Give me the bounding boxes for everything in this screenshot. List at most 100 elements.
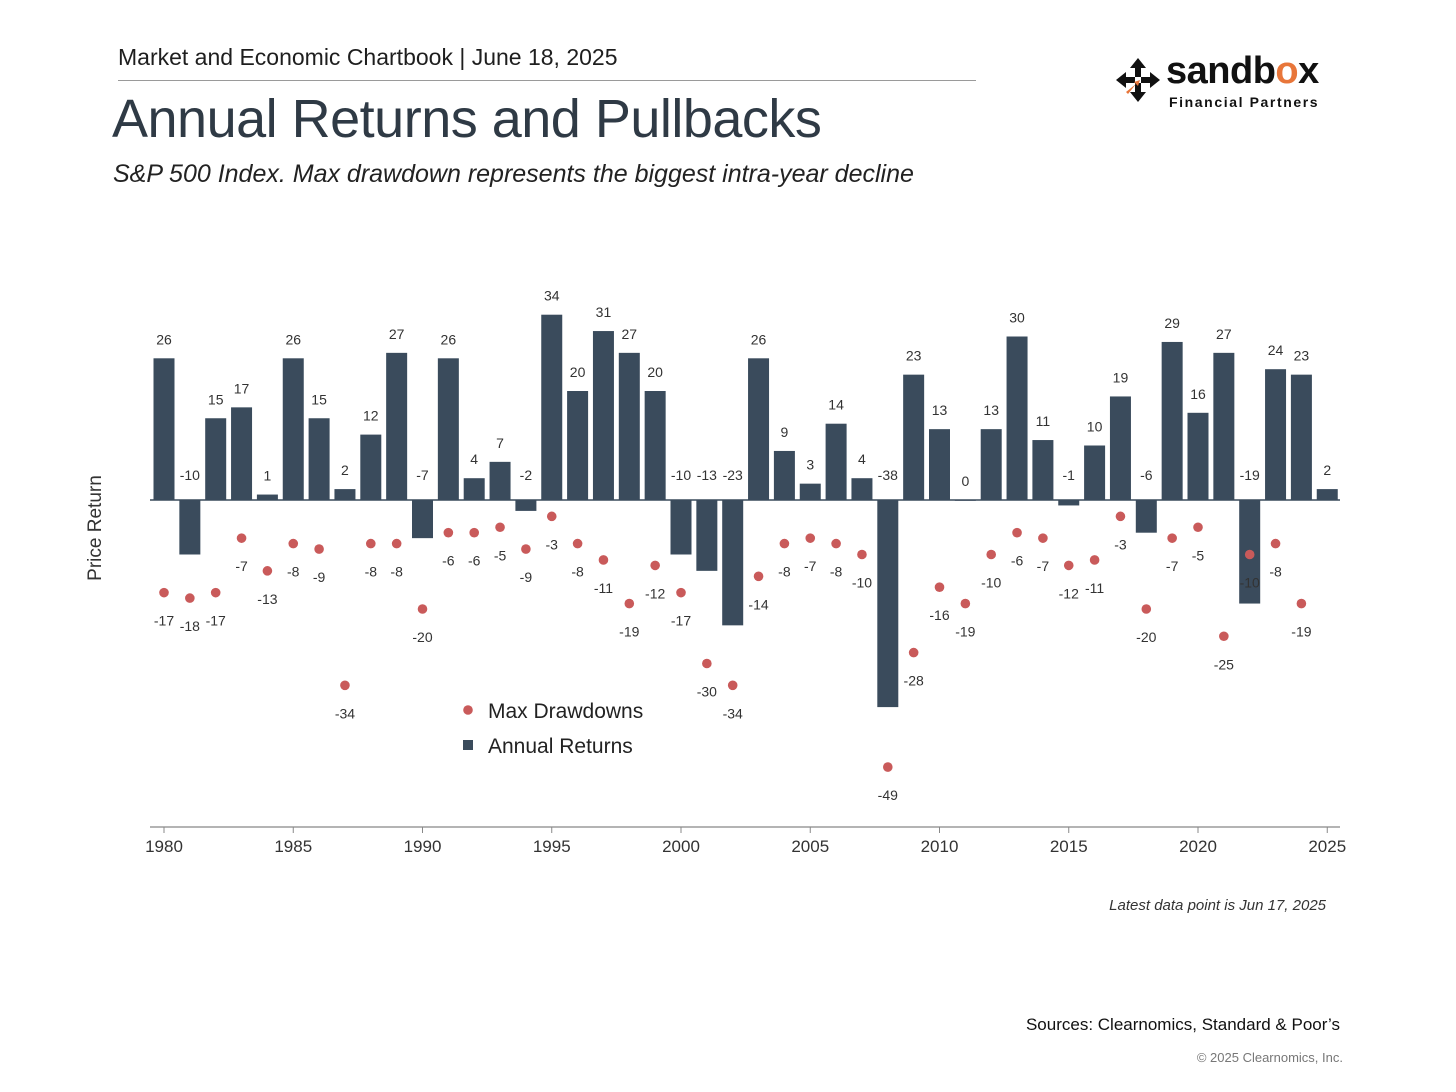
drawdown-label-1982: -17: [206, 613, 226, 629]
drawdown-point-1990: [417, 604, 428, 614]
drawdown-point-1999: [650, 560, 660, 571]
drawdown-point-2005: [805, 533, 816, 543]
drawdown-label-1999: -12: [645, 585, 665, 601]
bar-label-1988: 12: [363, 408, 379, 424]
bar-2017: [1109, 396, 1131, 500]
bar-label-2022: -19: [1240, 467, 1260, 483]
x-tick-label-2025: 2025: [1308, 837, 1346, 856]
drawdown-label-2005: -7: [804, 558, 817, 574]
drawdown-point-2014: [1038, 533, 1048, 543]
drawdown-point-1981: [185, 593, 195, 603]
drawdown-point-2019: [1167, 533, 1177, 543]
drawdown-point-1983: [236, 533, 247, 543]
bar-label-2015: -1: [1063, 467, 1076, 483]
drawdown-label-2022: -10: [1240, 575, 1260, 591]
drawdown-label-1986: -9: [313, 569, 326, 585]
dots-layer: -17 -18 -17 -7 -13 -8 -9 -34 -8 -8 -20 -6 -6 -5 -9 -3 -8…: [154, 511, 1312, 803]
bar-label-2020: 16: [1190, 386, 1206, 402]
bar-label-2003: 26: [751, 331, 767, 347]
drawdown-point-2011: [960, 598, 971, 609]
bar-2003: [748, 358, 770, 500]
drawdown-label-2020: -5: [1192, 547, 1205, 563]
drawdown-point-2001: [702, 658, 712, 669]
drawdown-label-2001: -30: [697, 684, 717, 700]
bar-2023: [1265, 369, 1287, 500]
bar-label-1981: -10: [180, 467, 200, 483]
brand-tagline: Financial Partners: [1169, 94, 1320, 110]
bar-label-2016: 10: [1087, 419, 1103, 435]
drawdown-label-1998: -19: [619, 624, 639, 640]
bar-2021: [1213, 352, 1235, 500]
bar-2011: [954, 500, 976, 501]
drawdown-point-2016: [1089, 555, 1100, 565]
bar-label-1980: 26: [156, 331, 172, 347]
bar-label-1989: 27: [389, 326, 405, 342]
bar-1981: [179, 500, 201, 555]
bar-2004: [773, 450, 795, 500]
legend: Max Drawdowns Annual Returns: [463, 700, 643, 758]
drawdown-label-2016: -11: [1085, 580, 1104, 596]
bar-2001: [696, 500, 718, 571]
bar-label-2008: -38: [878, 467, 898, 483]
bar-label-2005: 3: [806, 457, 814, 473]
bar-label-1990: -7: [416, 467, 429, 483]
drawdown-point-2022: [1244, 549, 1255, 560]
drawdown-point-1995: [546, 511, 557, 522]
bar-2019: [1161, 341, 1183, 500]
drawdown-point-2020: [1193, 522, 1203, 533]
drawdown-label-2017: -3: [1114, 536, 1127, 552]
bar-1984: [256, 494, 278, 500]
bar-2016: [1084, 445, 1106, 500]
bar-2005: [799, 483, 821, 500]
drawdown-point-2021: [1219, 631, 1229, 642]
drawdown-label-2023: -8: [1269, 564, 1282, 580]
x-tick-label-1995: 1995: [533, 837, 571, 856]
sources-note: Sources: Clearnomics, Standard & Poor’s: [1025, 1015, 1340, 1034]
drawdown-point-2007: [857, 549, 867, 560]
bar-label-2001: -13: [697, 467, 717, 483]
drawdown-label-2014: -7: [1037, 558, 1050, 574]
y-axis-label: Price Return: [85, 475, 106, 581]
drawdown-label-1993: -5: [494, 547, 507, 563]
header-divider: [118, 80, 976, 81]
drawdown-point-1994: [521, 544, 531, 554]
drawdown-label-2002: -34: [723, 705, 743, 721]
bar-1980: [153, 358, 175, 500]
bar-label-1991: 26: [441, 331, 457, 347]
drawdown-label-1997: -11: [594, 580, 613, 596]
drawdown-point-1992: [469, 527, 480, 538]
bar-1988: [360, 434, 382, 500]
legend-item-dot: Max Drawdowns: [463, 700, 643, 723]
x-tick-label-1990: 1990: [404, 837, 442, 856]
drawdown-label-2009: -28: [904, 673, 924, 689]
drawdown-point-2017: [1115, 511, 1126, 522]
drawdown-point-1996: [572, 538, 583, 549]
bar-1985: [282, 358, 304, 500]
drawdown-label-1987: -34: [335, 705, 355, 721]
x-axis: 1980 1985 1990 1995 2000 2005 2010 2015 2020 2025: [145, 826, 1346, 856]
bar-label-2006: 14: [828, 397, 844, 413]
drawdown-point-1986: [314, 544, 324, 554]
drawdown-label-1988: -8: [365, 564, 378, 580]
drawdown-point-1998: [624, 598, 635, 609]
drawdown-label-2018: -20: [1136, 629, 1156, 645]
bars-layer: 26-1015171261521227-72647-23420312720-10…: [150, 288, 1340, 708]
drawdown-label-2010: -16: [929, 607, 949, 623]
bar-2002: [722, 500, 744, 626]
legend-square-icon: [463, 740, 473, 750]
drawdown-label-1994: -9: [520, 569, 533, 585]
bar-label-2014: 11: [1036, 413, 1051, 429]
drawdown-point-2003: [753, 571, 764, 582]
x-tick-label-2015: 2015: [1050, 837, 1088, 856]
bar-label-2013: 30: [1009, 310, 1025, 326]
bar-label-1999: 20: [647, 364, 663, 380]
bar-label-1983: 17: [234, 380, 250, 396]
bar-label-1987: 2: [341, 462, 349, 478]
drawdown-point-1987: [340, 680, 350, 691]
drawdown-label-2003: -14: [748, 596, 768, 612]
bar-2020: [1187, 412, 1209, 500]
drawdown-label-1983: -7: [235, 558, 248, 574]
bar-label-1993: 7: [496, 435, 504, 451]
bar-2015: [1058, 500, 1080, 506]
bar-label-2009: 23: [906, 348, 922, 364]
